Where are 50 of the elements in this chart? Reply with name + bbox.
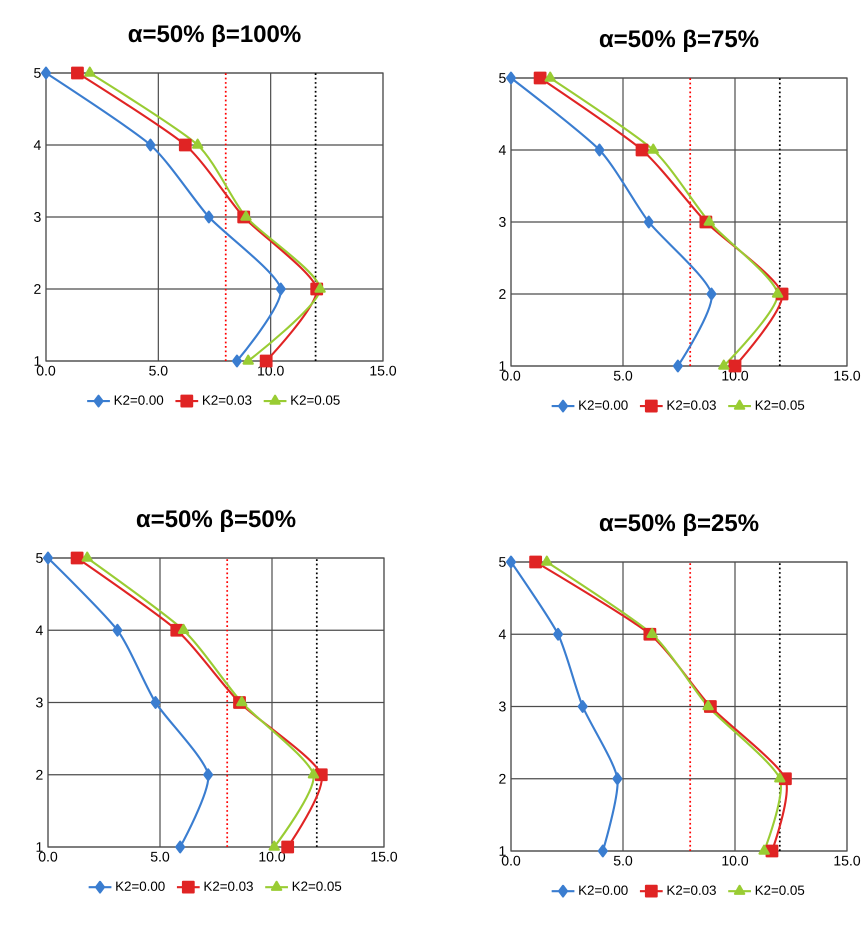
legend-label: K2=0.00 — [579, 886, 628, 895]
legend-label: K2=0.00 — [114, 395, 164, 405]
chart-title: α=50% β=50% — [136, 510, 296, 532]
x-tick-label: 0.0 — [502, 370, 520, 381]
y-tick-label: 2 — [499, 289, 506, 299]
y-tick-label: 3 — [34, 212, 41, 222]
y-tick-label: 4 — [34, 140, 41, 150]
x-tick-label: 15.0 — [834, 370, 860, 381]
legend-label: K2=0.05 — [292, 882, 342, 891]
y-tick-label: 5 — [499, 557, 506, 567]
y-tick-label: 3 — [36, 698, 43, 708]
y-tick-label: 4 — [36, 625, 43, 636]
y-tick-label: 2 — [499, 774, 506, 784]
y-tick-label: 2 — [36, 770, 43, 780]
x-tick-label: 5.0 — [149, 366, 168, 376]
chart-title: α=50% β=75% — [600, 30, 758, 52]
legend-label: K2=0.03 — [203, 395, 252, 405]
y-tick-label: 5 — [499, 73, 506, 83]
legend-label: K2=0.03 — [668, 886, 716, 895]
legend-label: K2=0.05 — [756, 400, 804, 410]
y-tick-label: 3 — [499, 217, 506, 227]
y-tick-label: 1 — [500, 361, 506, 371]
chart-title: α=50% β=100% — [128, 24, 301, 47]
x-tick-label: 15.0 — [371, 852, 398, 862]
y-tick-label: 2 — [34, 284, 41, 294]
legend-label: K2=0.00 — [579, 400, 628, 410]
x-tick-label: 5.0 — [614, 856, 632, 866]
chart-title: α=50% β=25% — [600, 514, 758, 536]
y-tick-label: 4 — [498, 629, 506, 640]
x-tick-label: 10.0 — [259, 852, 286, 862]
x-tick-label: 5.0 — [614, 370, 632, 381]
legend-label: K2=0.03 — [204, 882, 253, 891]
legend-label: K2=0.00 — [116, 882, 165, 891]
x-tick-label: 15.0 — [370, 366, 396, 376]
x-tick-label: 10.0 — [722, 856, 748, 866]
legend-label: K2=0.05 — [756, 886, 804, 895]
y-tick-label: 4 — [498, 145, 506, 155]
y-tick-label: 1 — [34, 356, 41, 366]
y-tick-label: 1 — [500, 846, 506, 856]
x-tick-label: 0.0 — [502, 856, 520, 866]
legend-label: K2=0.03 — [668, 400, 716, 410]
y-tick-label: 5 — [34, 68, 41, 78]
x-tick-label: 0.0 — [38, 852, 58, 862]
legend-label: K2=0.05 — [291, 395, 340, 405]
y-tick-label: 5 — [36, 553, 43, 563]
y-tick-label: 1 — [36, 842, 43, 852]
x-tick-label: 0.0 — [36, 366, 56, 376]
x-tick-label: 5.0 — [150, 852, 170, 862]
x-tick-label: 15.0 — [834, 856, 860, 866]
y-tick-label: 3 — [499, 702, 506, 712]
